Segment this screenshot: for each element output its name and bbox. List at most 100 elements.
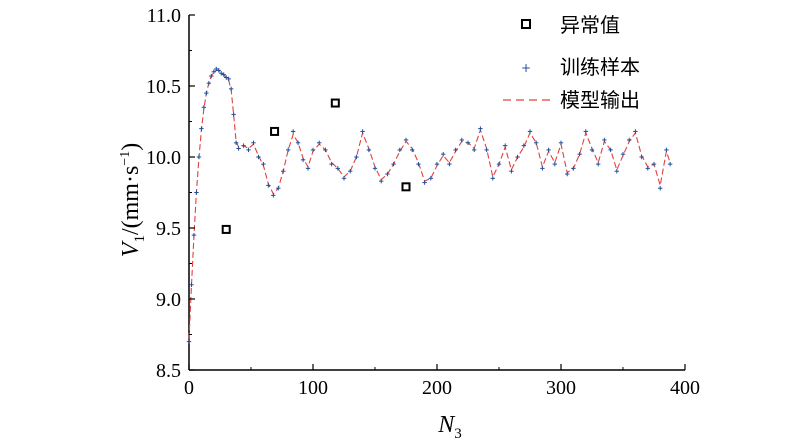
training-sample-point bbox=[360, 129, 365, 134]
training-sample-point bbox=[596, 161, 601, 167]
training-sample-point bbox=[397, 147, 402, 153]
training-sample-point bbox=[231, 112, 236, 117]
y-tick-label: 9.0 bbox=[156, 289, 181, 311]
x-axis-label-sub: 3 bbox=[454, 426, 462, 442]
training-sample-point bbox=[276, 186, 281, 191]
training-sample-point bbox=[428, 176, 433, 181]
training-sample-point bbox=[323, 147, 328, 153]
y-axis-ticks: 8.5 9.0 9.5 10.0 10.5 11.0 bbox=[146, 5, 195, 382]
training-sample-point bbox=[214, 66, 219, 72]
training-sample-point bbox=[521, 143, 526, 148]
y-tick-label: 10.0 bbox=[146, 147, 181, 169]
training-sample-point bbox=[546, 147, 551, 153]
training-sample-point bbox=[186, 339, 192, 344]
training-sample-point bbox=[447, 161, 452, 167]
x-axis-ticks: 0 100 200 300 400 bbox=[184, 364, 700, 399]
training-sample-point bbox=[251, 140, 256, 145]
training-sample-point bbox=[256, 154, 261, 160]
x-tick-label: 100 bbox=[298, 377, 328, 399]
training-sample-point bbox=[286, 147, 291, 153]
training-sample-point bbox=[219, 71, 224, 76]
training-sample-point bbox=[317, 140, 322, 145]
training-sample-point bbox=[416, 161, 421, 167]
training-sample-point bbox=[577, 151, 582, 157]
training-sample-point bbox=[465, 140, 471, 145]
training-sample-point bbox=[226, 76, 231, 82]
legend-outlier-marker bbox=[521, 19, 531, 29]
training-sample-point bbox=[627, 137, 632, 143]
training-sample-point bbox=[422, 180, 427, 185]
training-sample-point bbox=[478, 126, 483, 131]
training-sample-point bbox=[503, 143, 508, 148]
training-sample-point bbox=[527, 129, 533, 134]
training-sample-point bbox=[206, 80, 212, 86]
x-axis-label-main: N bbox=[437, 412, 456, 438]
training-sample-point bbox=[310, 147, 316, 153]
training-sample-point bbox=[571, 166, 576, 171]
training-sample-point bbox=[329, 161, 334, 167]
training-sample-point bbox=[335, 166, 340, 171]
outlier-point bbox=[221, 224, 231, 234]
training-sample-point bbox=[651, 161, 657, 167]
training-sample-point bbox=[372, 166, 378, 171]
training-sample-point bbox=[348, 169, 353, 174]
training-sample-point bbox=[645, 166, 650, 171]
training-sample-point bbox=[667, 161, 673, 167]
training-sample-point bbox=[204, 90, 209, 96]
training-sample-point bbox=[589, 147, 595, 153]
y-tick-label: 11.0 bbox=[147, 5, 181, 27]
y-axis-label: V1/(mm·s−1) bbox=[118, 143, 148, 257]
training-sample-point bbox=[221, 72, 226, 77]
training-sample-point bbox=[341, 176, 347, 181]
model-output-line bbox=[188, 69, 671, 339]
training-sample-point bbox=[211, 69, 216, 74]
training-sample-point bbox=[490, 176, 495, 181]
training-sample-point bbox=[484, 147, 489, 153]
legend-training-marker: + bbox=[521, 61, 531, 75]
training-samples bbox=[186, 66, 673, 344]
outlier-point bbox=[330, 98, 340, 108]
training-sample-point bbox=[472, 147, 477, 153]
training-sample-point bbox=[189, 282, 194, 287]
training-sample-point bbox=[453, 147, 458, 153]
training-sample-point bbox=[379, 178, 384, 184]
training-sample-point bbox=[194, 190, 199, 195]
y-tick-label: 10.5 bbox=[146, 76, 181, 98]
training-sample-point bbox=[515, 154, 520, 160]
x-tick-label: 200 bbox=[422, 377, 452, 399]
training-sample-point bbox=[216, 68, 221, 73]
training-sample-point bbox=[410, 147, 415, 153]
y-axis-label-sub: 1 bbox=[132, 235, 148, 243]
training-sample-point bbox=[246, 147, 251, 153]
x-tick-label: 400 bbox=[670, 377, 700, 399]
training-sample-point bbox=[290, 129, 296, 134]
legend-model-label: 模型输出 bbox=[560, 88, 640, 112]
x-tick-label: 0 bbox=[184, 377, 194, 399]
training-sample-point bbox=[236, 146, 241, 151]
training-sample-point bbox=[639, 154, 644, 160]
y-axis-label-close: ) bbox=[118, 143, 144, 151]
y-axis-label-main: V bbox=[118, 240, 144, 257]
training-sample-point bbox=[608, 147, 613, 153]
training-sample-point bbox=[305, 166, 311, 171]
legend-outlier-label: 异常值 bbox=[560, 13, 620, 37]
y-tick-label: 9.5 bbox=[156, 218, 181, 240]
training-sample-point bbox=[261, 161, 266, 167]
training-sample-point bbox=[385, 171, 390, 177]
legend-training-label: 训练样本 bbox=[560, 55, 640, 79]
training-sample-point bbox=[196, 154, 202, 160]
outlier-point bbox=[270, 126, 280, 136]
training-sample-point bbox=[281, 169, 286, 174]
training-sample-point bbox=[300, 157, 306, 163]
training-sample-point bbox=[354, 154, 359, 160]
training-sample-point bbox=[391, 161, 396, 167]
training-sample-point bbox=[509, 169, 514, 174]
training-sample-point bbox=[209, 73, 214, 79]
y-tick-label: 8.5 bbox=[156, 360, 181, 382]
training-sample-point bbox=[633, 129, 638, 134]
training-sample-point bbox=[534, 140, 539, 145]
training-sample-point bbox=[540, 166, 545, 171]
training-sample-point bbox=[441, 151, 446, 157]
x-tick-label: 300 bbox=[546, 377, 576, 399]
outliers bbox=[221, 98, 411, 234]
